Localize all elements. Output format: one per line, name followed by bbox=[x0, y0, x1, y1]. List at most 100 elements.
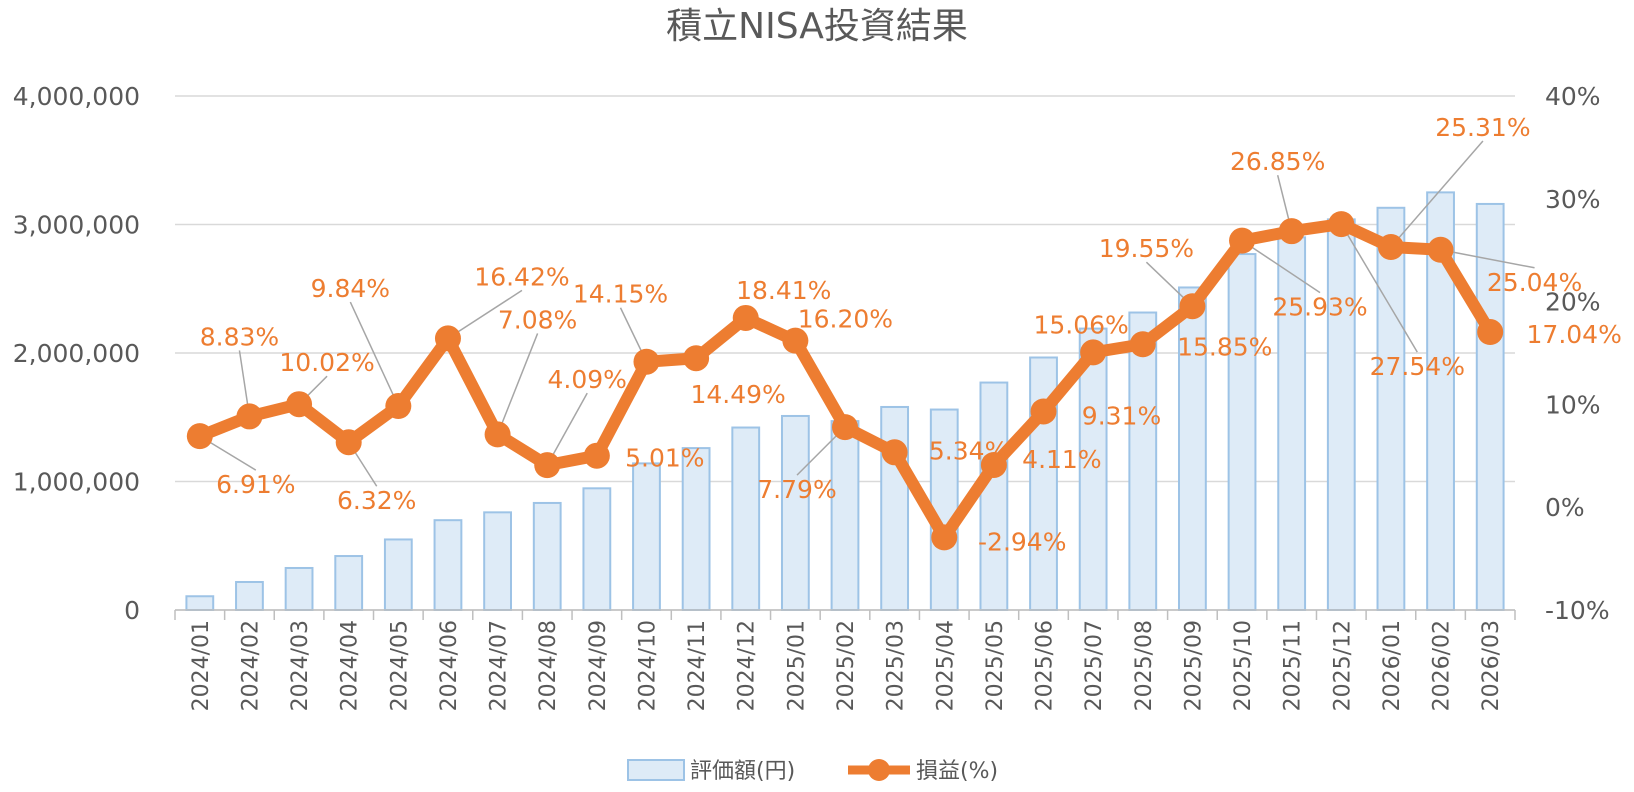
x-tick-label: 2024/10 bbox=[635, 620, 660, 711]
line-point bbox=[335, 429, 362, 456]
y-right-tick-label: -10% bbox=[1545, 596, 1610, 625]
line-point bbox=[1080, 339, 1107, 366]
data-label: 16.42% bbox=[474, 262, 569, 291]
x-tick-label: 2024/12 bbox=[735, 620, 760, 711]
data-label: 16.20% bbox=[798, 305, 893, 334]
line-point bbox=[534, 452, 561, 479]
bar bbox=[383, 538, 413, 611]
bar bbox=[1376, 206, 1406, 611]
bar bbox=[433, 519, 463, 612]
line-point bbox=[1377, 234, 1404, 261]
x-tick-label: 2024/11 bbox=[685, 620, 710, 711]
data-label: 7.08% bbox=[498, 305, 577, 334]
data-labels: 6.91% 8.83%10.02% 6.32% 9.84% 16.42% 7.08% 4.0… bbox=[200, 113, 1622, 556]
bar bbox=[632, 462, 661, 611]
bar bbox=[185, 595, 215, 611]
line-point bbox=[1030, 398, 1057, 425]
data-label: 6.91% bbox=[216, 470, 295, 499]
bar bbox=[284, 566, 314, 612]
y-right-tick-label: 10% bbox=[1545, 390, 1601, 419]
data-label: -2.94% bbox=[978, 527, 1066, 556]
legend: 評価額(円) 損益(%) bbox=[627, 759, 998, 784]
data-label: 8.83% bbox=[200, 322, 279, 351]
data-label: 26.85% bbox=[1230, 147, 1325, 176]
x-tick-label: 2025/05 bbox=[983, 620, 1008, 711]
bar bbox=[1178, 286, 1207, 611]
leader-line bbox=[1340, 223, 1418, 353]
y-right-tick-label: 30% bbox=[1545, 185, 1601, 214]
legend-line-label: 損益(%) bbox=[916, 759, 998, 784]
line-point bbox=[931, 524, 958, 551]
line-point bbox=[782, 327, 809, 354]
data-label: 9.31% bbox=[1082, 401, 1161, 430]
line-point bbox=[1278, 218, 1305, 245]
x-tick-label: 2025/08 bbox=[1132, 620, 1157, 711]
x-tick-label: 2025/06 bbox=[1033, 620, 1058, 711]
x-tick-label: 2024/03 bbox=[288, 620, 313, 711]
bar bbox=[979, 381, 1009, 611]
data-label: 14.49% bbox=[690, 380, 785, 409]
line-point bbox=[980, 451, 1007, 478]
bar bbox=[582, 487, 612, 611]
data-label: 27.54% bbox=[1370, 352, 1465, 381]
line-point bbox=[1129, 331, 1156, 358]
line-point bbox=[832, 414, 858, 441]
data-label: 17.04% bbox=[1527, 320, 1622, 349]
bar bbox=[1475, 202, 1505, 611]
bar bbox=[1128, 311, 1158, 611]
line-point bbox=[236, 403, 263, 430]
x-tick-label: 2026/03 bbox=[1479, 620, 1504, 711]
line-point bbox=[1179, 293, 1206, 320]
bar bbox=[532, 501, 562, 611]
data-label: 14.15% bbox=[573, 280, 668, 309]
bar bbox=[830, 420, 860, 612]
bar bbox=[235, 580, 264, 611]
line-point bbox=[583, 442, 610, 469]
chart-title: 積立NISA投資結果 bbox=[666, 6, 968, 47]
axes bbox=[174, 609, 1516, 620]
data-label: 25.93% bbox=[1272, 293, 1367, 322]
legend-bar-swatch bbox=[627, 759, 685, 781]
line-point bbox=[186, 423, 213, 450]
line-point bbox=[1328, 211, 1355, 238]
legend-bar-label: 評価額(円) bbox=[690, 759, 795, 784]
leader-line bbox=[1390, 140, 1484, 248]
x-tick-label: 2024/02 bbox=[238, 620, 263, 711]
bar bbox=[681, 447, 711, 611]
legend-line-marker bbox=[868, 759, 890, 781]
data-label: 4.11% bbox=[1022, 445, 1101, 474]
x-tick-label: 2025/07 bbox=[1082, 620, 1107, 711]
data-label: 19.55% bbox=[1099, 234, 1194, 263]
x-tick-label: 2025/12 bbox=[1330, 620, 1355, 711]
x-tick-label: 2025/03 bbox=[884, 620, 909, 711]
line-point bbox=[434, 325, 461, 352]
bar bbox=[483, 511, 512, 612]
bar bbox=[1078, 327, 1108, 611]
data-label: 10.02% bbox=[279, 348, 374, 377]
leader-line bbox=[496, 333, 539, 435]
bar-series bbox=[185, 191, 1505, 612]
y-axis-left-ticks: 0 1,000,000 2,000,000 3,000,000 4,000,000 bbox=[13, 82, 140, 625]
data-label: 5.01% bbox=[625, 444, 704, 473]
line-point bbox=[881, 439, 908, 466]
line-point bbox=[385, 393, 412, 420]
line-point bbox=[732, 304, 759, 331]
x-tick-label: 2025/02 bbox=[834, 620, 859, 711]
y-left-tick-label: 4,000,000 bbox=[13, 82, 140, 111]
x-tick-label: 2025/10 bbox=[1231, 620, 1256, 711]
leader-line bbox=[1241, 240, 1321, 294]
x-tick-label: 2025/04 bbox=[933, 620, 958, 711]
line-point bbox=[286, 391, 313, 418]
x-tick-label: 2024/04 bbox=[338, 620, 363, 711]
y-left-tick-label: 3,000,000 bbox=[13, 211, 140, 240]
bar bbox=[1326, 218, 1356, 612]
bar bbox=[731, 426, 761, 611]
line-point bbox=[1229, 227, 1256, 254]
bar bbox=[334, 555, 364, 612]
line-point bbox=[683, 345, 710, 372]
data-label: 5.34% bbox=[929, 436, 1008, 465]
y-right-tick-label: 40% bbox=[1545, 82, 1601, 111]
x-tick-label: 2025/11 bbox=[1281, 620, 1306, 711]
y-left-tick-label: 2,000,000 bbox=[13, 339, 140, 368]
